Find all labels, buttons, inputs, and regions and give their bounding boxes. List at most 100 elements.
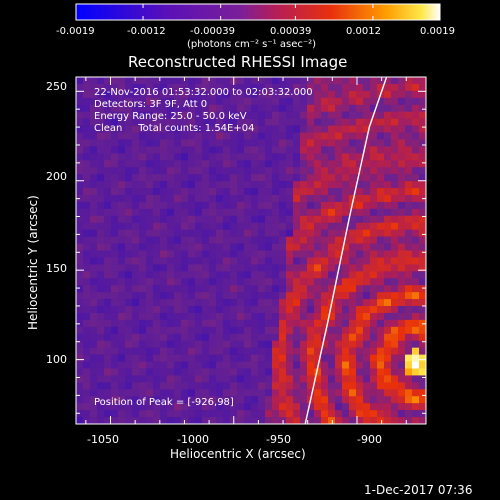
heatmap-cell [76, 118, 84, 126]
solar-limb-curve [304, 77, 388, 424]
heatmap-cell [195, 292, 203, 300]
heatmap-cell [153, 312, 161, 321]
heatmap-cell [405, 146, 413, 154]
heatmap-cell [188, 111, 196, 119]
heatmap-cell [76, 278, 84, 286]
heatmap-cell [76, 361, 84, 369]
heatmap-cell [216, 299, 224, 307]
heatmap-cell [419, 77, 426, 85]
heatmap-cell [251, 236, 259, 244]
heatmap-cell [111, 375, 119, 383]
heatmap-cell [384, 174, 392, 182]
heatmap-cell [328, 111, 336, 119]
heatmap-cell [370, 417, 378, 424]
heatmap-cell [398, 167, 406, 175]
heatmap-cell [328, 257, 336, 265]
heatmap-cell [321, 104, 329, 112]
heatmap-cell [328, 229, 336, 237]
heatmap-cell [279, 264, 287, 272]
heatmap-cell [370, 382, 378, 390]
heatmap-cell [356, 299, 364, 307]
heatmap-cell [279, 375, 287, 383]
heatmap-cell [356, 306, 364, 314]
heatmap-cell [251, 278, 259, 286]
heatmap-cell [356, 83, 364, 92]
heatmap-cell [216, 160, 224, 168]
heatmap-cell [90, 250, 98, 258]
heatmap-cell [195, 368, 203, 376]
heatmap-cell [209, 257, 217, 265]
heatmap-cell [384, 333, 392, 342]
heatmap-cell [167, 160, 175, 168]
heatmap-cell [118, 97, 126, 106]
heatmap-cell [244, 243, 252, 251]
heatmap-cell [363, 111, 371, 119]
heatmap-cell [160, 215, 168, 224]
heatmap-cell [349, 243, 357, 251]
heatmap-cell [97, 319, 105, 328]
heatmap-cell [314, 146, 322, 154]
heatmap-cell [104, 333, 112, 342]
heatmap-cell [258, 264, 266, 272]
heatmap-cell [391, 250, 399, 258]
heatmap-cell [300, 354, 308, 362]
heatmap-cell [286, 347, 294, 355]
heatmap-cell [216, 153, 224, 161]
heatmap-cell [293, 382, 301, 390]
heatmap-cell [209, 403, 217, 411]
heatmap-cell [153, 250, 161, 258]
heatmap-cell [265, 236, 273, 244]
heatmap-cell [132, 257, 140, 265]
heatmap-cell [125, 181, 133, 189]
heatmap-cell [370, 368, 378, 376]
heatmap-cell [279, 146, 287, 154]
heatmap-cell [335, 389, 343, 397]
heatmap-cell [104, 299, 112, 307]
heatmap-cell [181, 160, 189, 168]
heatmap-cell [90, 389, 98, 397]
heatmap-cell [391, 354, 399, 362]
heatmap-cell [244, 90, 252, 99]
heatmap-cell [160, 181, 168, 189]
heatmap-cell [230, 278, 238, 286]
heatmap-cell [167, 167, 175, 175]
heatmap-cell [125, 174, 133, 182]
heatmap-cell [188, 201, 196, 210]
heatmap-cell [286, 299, 294, 307]
heatmap-cell [139, 194, 147, 203]
heatmap-cell [349, 194, 357, 203]
heatmap-cell [286, 146, 294, 154]
heatmap-cell [111, 285, 119, 293]
heatmap-cell [300, 292, 308, 300]
heatmap-cell [356, 292, 364, 300]
heatmap-cell [153, 299, 161, 307]
heatmap-cell [279, 271, 287, 279]
heatmap-cell [412, 257, 420, 265]
heatmap-cell [188, 222, 196, 230]
heatmap-cell [132, 194, 140, 203]
heatmap-cell [300, 361, 308, 369]
heatmap-cell [153, 396, 161, 404]
heatmap-cell [328, 285, 336, 293]
heatmap-cell [384, 382, 392, 390]
heatmap-cell [279, 368, 287, 376]
heatmap-cell [167, 271, 175, 279]
heatmap-cell [125, 299, 133, 307]
x-tick-label: -1050 [87, 433, 119, 446]
heatmap-cell [286, 125, 294, 133]
heatmap-cell [293, 208, 301, 217]
heatmap-cell [118, 319, 126, 328]
heatmap-cell [335, 208, 343, 217]
heatmap-cell [251, 132, 259, 140]
heatmap-cell [153, 410, 161, 418]
heatmap-cell [125, 410, 133, 418]
heatmap-cell [342, 340, 350, 348]
heatmap-cell [398, 403, 406, 411]
heatmap-cell [328, 77, 336, 85]
heatmap-cell [405, 278, 413, 286]
heatmap-cell [223, 333, 231, 342]
heatmap-cell [412, 153, 420, 161]
heatmap-cell [391, 125, 399, 133]
heatmap-cell [286, 361, 294, 369]
heatmap-cell [230, 410, 238, 418]
